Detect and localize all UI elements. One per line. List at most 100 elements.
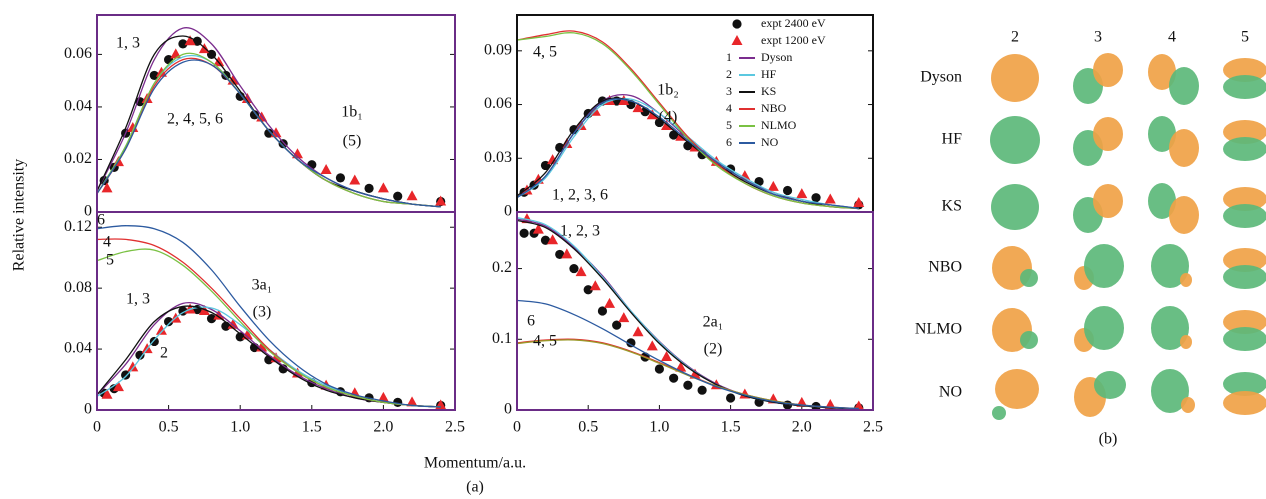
orbital-lobe [1093, 117, 1123, 151]
annotation: 2 [160, 345, 168, 362]
orbital-lobe [1223, 75, 1266, 99]
y-tick-label: 0.04 [64, 98, 92, 115]
data-line [517, 30, 859, 210]
annotation: 5 [106, 252, 114, 269]
data-point [796, 188, 808, 199]
data-point [249, 110, 260, 120]
data-point [632, 326, 644, 337]
row-label: NLMO [915, 321, 962, 338]
annotation: 4, 5 [533, 333, 557, 350]
data-point [149, 70, 159, 81]
data-point [155, 324, 167, 335]
data-point [178, 39, 188, 49]
data-line [97, 248, 441, 408]
data-point [555, 142, 565, 153]
legend-number: 6 [726, 135, 732, 149]
annotation: 6 [97, 212, 105, 229]
y-tick-label: 0.06 [484, 95, 512, 112]
chart-panel: 0 0.03 0.06 0.09 4, 5 1b₂ (4) 1, 2, 3, 6 expt 24… [484, 14, 874, 220]
y-tick-label: 0.08 [64, 279, 92, 296]
x-axis-label: Momentum/a.u. [424, 455, 526, 472]
annotation: 2a₁ [703, 314, 724, 331]
orbital-lobe [1169, 196, 1199, 234]
y-tick-label: 0.02 [64, 150, 92, 167]
data-line [97, 35, 441, 208]
annotation: 6 [527, 313, 535, 330]
annotation: 1b₁ [341, 104, 363, 121]
plot-area [517, 30, 865, 210]
data-point [697, 385, 707, 395]
row-label: Dyson [920, 69, 962, 86]
data-point [349, 387, 361, 398]
legend-marker [732, 19, 742, 29]
orbital-lobe [1181, 397, 1195, 413]
orbital-lobe [1223, 187, 1266, 211]
row-label: HF [942, 131, 963, 148]
data-point [206, 314, 217, 324]
plot-frame [516, 211, 874, 411]
data-line [97, 225, 441, 408]
legend-label: NBO [761, 101, 787, 115]
column-label: 2 [1011, 29, 1019, 46]
orbital-lobe [1093, 184, 1123, 218]
data-point [406, 190, 418, 201]
data-point [127, 361, 139, 372]
orbital-lobe [1020, 269, 1038, 287]
data-point [824, 193, 836, 204]
orbital-lobe [1223, 204, 1266, 228]
annotation: 4, 5 [533, 44, 557, 61]
data-point [149, 336, 159, 347]
annotation: 3a₁ [252, 277, 273, 294]
data-point [632, 102, 644, 113]
data-point [853, 197, 865, 208]
orbital-lobe [1223, 391, 1266, 415]
legend-number: 5 [726, 118, 732, 132]
data-point [555, 249, 565, 260]
x-tick-label: 1.0 [649, 419, 669, 436]
orbital-lobe [1223, 120, 1266, 144]
data-point [604, 297, 616, 308]
data-point [726, 393, 736, 403]
data-point [364, 183, 374, 193]
panel-label: (a) [466, 479, 484, 496]
data-point [320, 163, 332, 174]
data-point [853, 400, 865, 410]
legend-number: 1 [726, 50, 732, 64]
orbital-lobe [1223, 265, 1266, 289]
legend-label: Dyson [761, 50, 792, 64]
data-point [521, 184, 533, 195]
orbital-lobe [990, 116, 1040, 164]
annotation: (2) [704, 341, 723, 358]
data-point [264, 128, 274, 138]
annotation: 2, 4, 5, 6 [167, 111, 223, 128]
data-line [517, 98, 859, 210]
data-point [349, 174, 361, 185]
data-point [612, 320, 622, 330]
x-tick-label: 2.5 [445, 419, 465, 436]
orbital-lobe [1151, 244, 1189, 288]
legend-label: KS [761, 84, 776, 98]
data-point [164, 317, 174, 327]
data-line [517, 299, 859, 410]
orbital-lobe [1180, 335, 1192, 349]
data-point [377, 182, 389, 193]
orbital-lobe [1084, 306, 1124, 350]
x-tick-label: 1.5 [721, 419, 741, 436]
orbital-lobe [995, 369, 1039, 409]
chart-panel: 0 0.02 0.04 0.06 1, 3 2, 4, 5, 6 1b₁ (5) [64, 14, 456, 220]
legend-label: NLMO [761, 118, 797, 132]
x-tick-label: 2.0 [792, 419, 812, 436]
data-line [517, 219, 859, 410]
legend-marker [731, 35, 743, 45]
orbital-lobe [1223, 372, 1266, 396]
annotation: 1, 3 [126, 291, 150, 308]
orbital-lobe [1094, 371, 1126, 399]
x-tick-label: 2.5 [863, 419, 883, 436]
data-point [278, 139, 288, 149]
x-tick-label: 0.5 [578, 419, 598, 436]
data-point [291, 148, 303, 159]
data-point [618, 312, 630, 323]
orbital-lobe [1169, 129, 1199, 167]
column-label: 5 [1241, 29, 1249, 46]
data-point [335, 173, 346, 183]
